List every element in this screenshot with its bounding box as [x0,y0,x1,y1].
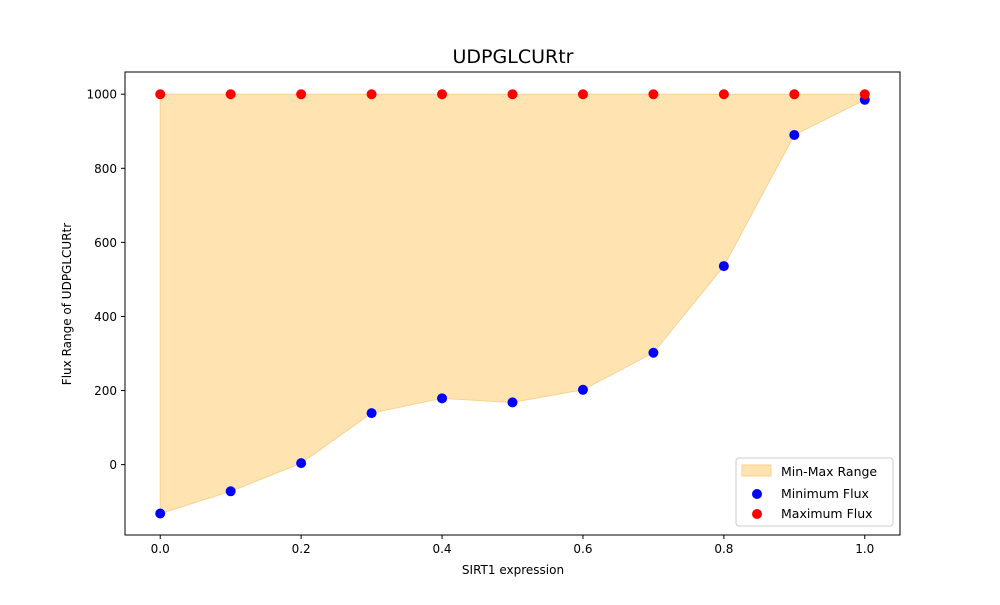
legend-range-label: Min-Max Range [781,464,877,479]
x-tick-label: 0.8 [714,542,733,556]
legend-minimum-label: Minimum Flux [781,486,869,501]
minimum-flux-point [789,129,800,140]
maximum-flux-point [296,89,307,100]
maximum-flux-point [225,89,236,100]
x-tick-label: 0.0 [151,542,170,556]
minimum-flux-point [648,347,659,358]
points-layer [155,89,870,519]
x-tick-label: 0.4 [432,542,451,556]
y-axis-label: Flux Range of UDPGLCURtr [60,223,74,385]
minimum-flux-point [718,261,729,272]
y-tick-label: 1000 [86,88,117,102]
y-tick-label: 200 [94,384,117,398]
maximum-flux-point [507,89,518,100]
x-tick-label: 0.6 [573,542,592,556]
minimum-flux-point [225,486,236,497]
minimum-flux-point [155,508,166,519]
minimum-flux-point [366,408,377,419]
legend-maximum-label: Maximum Flux [781,506,873,521]
maximum-flux-point [366,89,377,100]
x-tick-label: 0.2 [292,542,311,556]
y-tick-label: 0 [109,458,117,472]
chart-title: UDPGLCURtr [453,46,574,68]
maximum-flux-point [648,89,659,100]
minimum-flux-point [577,384,588,395]
x-axis-label: SIRT1 expression [462,563,564,577]
maximum-flux-point [577,89,588,100]
x-tick-label: 1.0 [855,542,874,556]
minimum-flux-point [507,397,518,408]
y-tick-label: 600 [94,236,117,250]
maximum-flux-point [789,89,800,100]
minimum-flux-point [437,393,448,404]
legend-frame [735,457,894,527]
legend-range-swatch [741,464,772,477]
legend: Min-Max Range Minimum Flux Maximum Flux [735,457,894,527]
maximum-flux-point [718,89,729,100]
y-tick-label: 400 [94,310,117,324]
axes-layer: 0.0 0.2 0.4 0.6 0.8 1.0 0 200 400 600 800 1000 [86,71,901,556]
legend-maximum-marker [752,509,762,519]
maximum-flux-point [859,89,870,100]
minimum-flux-point [296,458,307,469]
maximum-flux-point [437,89,448,100]
plot-frame [124,71,901,536]
legend-minimum-marker [752,489,762,499]
y-tick-label: 800 [94,162,117,176]
maximum-flux-point [155,89,166,100]
